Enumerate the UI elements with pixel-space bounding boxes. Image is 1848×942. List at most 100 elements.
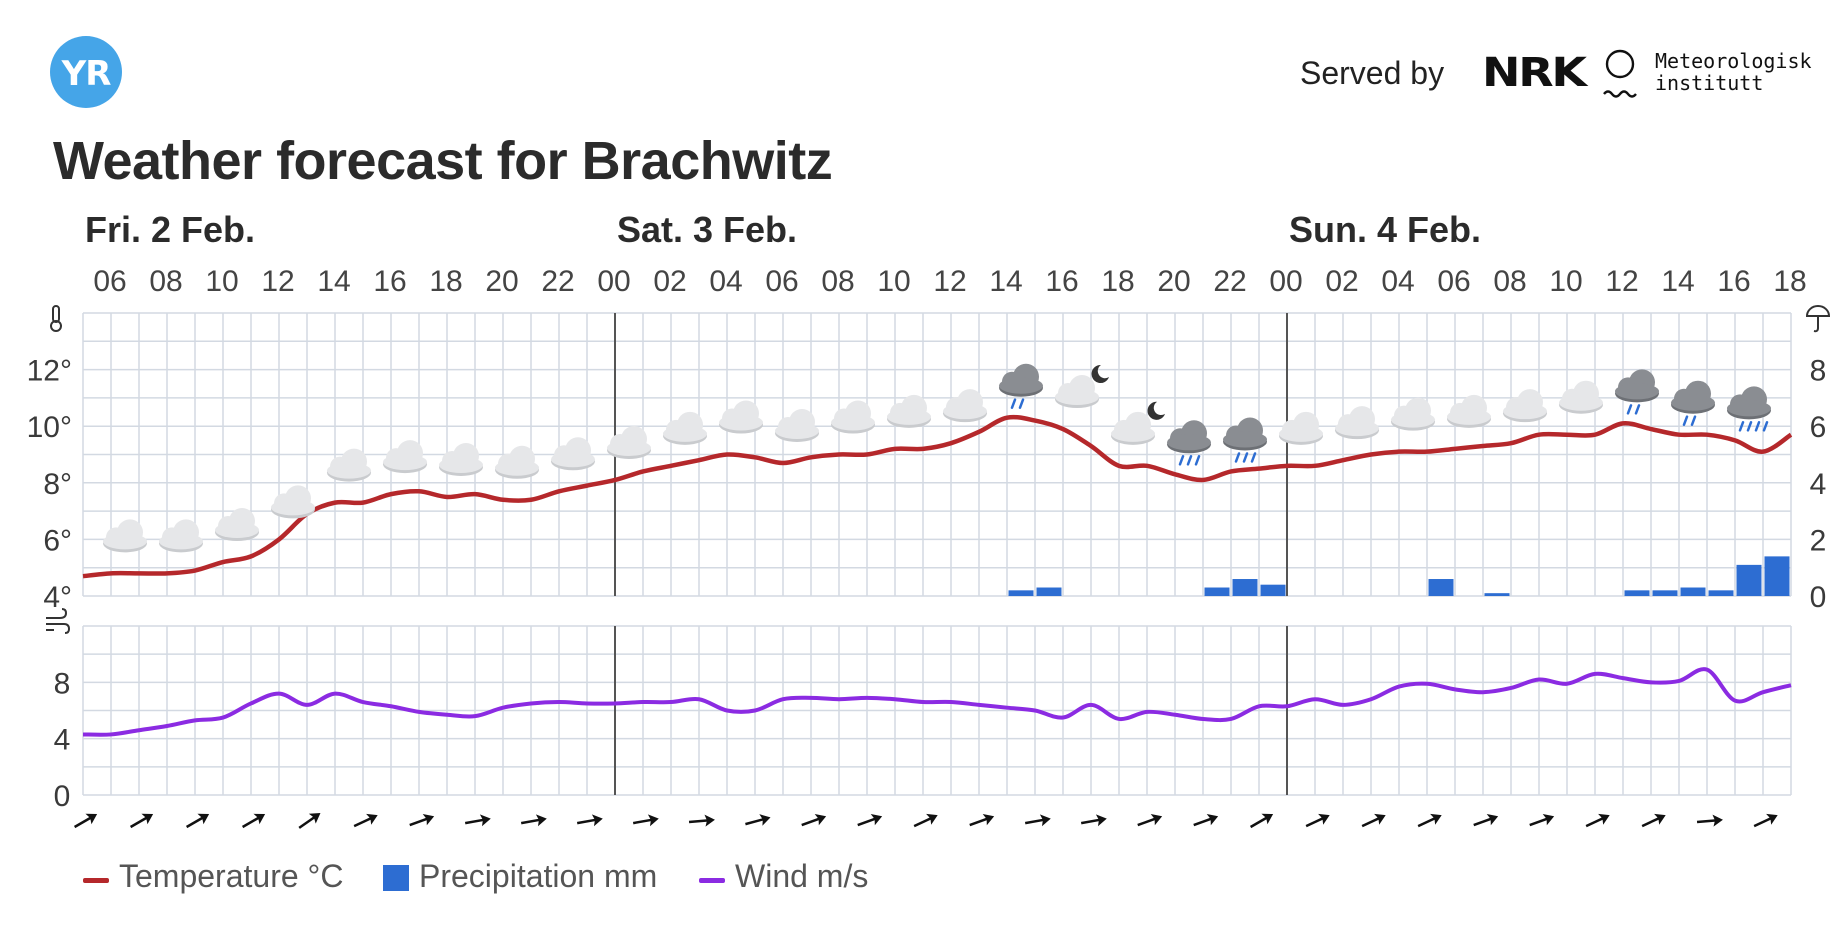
- weather-cloudy-icon: [663, 411, 707, 445]
- arrow-shaft: [576, 818, 599, 825]
- hour-tick-label: 12: [261, 265, 294, 298]
- wind-tick-label: 8: [54, 667, 71, 700]
- arrow-shaft: [73, 815, 94, 829]
- weather-heavy-rain-icon: [1727, 386, 1771, 432]
- umbrella-canopy: [1805, 305, 1831, 317]
- cloud-base: [439, 456, 483, 473]
- wind-direction-arrow-icon: [1753, 813, 1778, 828]
- legend-temperature-swatch: [83, 878, 109, 883]
- arrow-shaft: [409, 816, 430, 827]
- arrow-head: [1095, 814, 1107, 827]
- hour-tick-label: 14: [1661, 265, 1694, 298]
- wind-direction-arrow-icon: [1137, 813, 1163, 827]
- cloud-base: [1727, 400, 1771, 417]
- arrow-shaft: [1641, 816, 1662, 828]
- wind-direction-arrow-icon: [1080, 814, 1107, 827]
- hour-tick-label: 06: [93, 265, 126, 298]
- nrk-logo[interactable]: NRK: [1482, 50, 1587, 96]
- wind-direction-arrow-icon: [1417, 813, 1442, 828]
- arrow-head: [366, 813, 378, 825]
- hour-tick-label: 02: [1325, 265, 1358, 298]
- weather-cloudy-icon: [327, 448, 371, 482]
- cloud-base: [1559, 394, 1603, 411]
- hour-tick-label: 18: [1773, 265, 1806, 298]
- arrow-head: [197, 813, 210, 825]
- weather-cloudy-icon: [943, 389, 987, 423]
- arrow-shaft: [185, 815, 206, 829]
- umbrella-handle: [1813, 316, 1819, 333]
- arrow-shaft: [1305, 816, 1326, 828]
- thermometer-stem: [52, 305, 60, 323]
- cloud-base: [271, 499, 315, 516]
- arrow-shaft: [1080, 818, 1103, 825]
- precipitation-bar: [1652, 590, 1678, 596]
- precipitation-bar: [1204, 587, 1230, 596]
- raindrop: [1690, 415, 1697, 426]
- legend-precipitation-label: Precipitation mm: [419, 858, 658, 894]
- arrow-shaft: [1585, 816, 1606, 828]
- hour-tick-label: 16: [1045, 265, 1078, 298]
- weather-cloudy-icon: [775, 408, 819, 442]
- moon-shape: [1091, 365, 1109, 384]
- arrow-head: [1654, 813, 1666, 825]
- precipitation-bar: [1036, 587, 1062, 596]
- temperature-tick-label: 8°: [43, 468, 72, 501]
- arrow-shaft: [1361, 816, 1382, 828]
- hour-tick-label: 08: [821, 265, 854, 298]
- raindrop: [1250, 452, 1257, 463]
- hour-tick-label: 08: [149, 265, 182, 298]
- cloud-base: [1447, 408, 1491, 425]
- arrow-head: [926, 813, 938, 825]
- weather-cloudy-icon: [1447, 394, 1491, 428]
- arrow-shaft: [688, 818, 711, 824]
- weather-cloudy-icon: [103, 519, 147, 553]
- weather-cloudy-icon: [215, 508, 259, 542]
- weather-cloudy-icon: [1279, 411, 1323, 445]
- cloud-base: [1335, 420, 1379, 437]
- arrow-shaft: [1473, 816, 1494, 827]
- arrow-head: [870, 813, 883, 826]
- yr-logo-text: YR: [61, 54, 112, 94]
- grid-lines: [82, 312, 1792, 796]
- yr-logo[interactable]: YR: [50, 36, 122, 108]
- wind-direction-arrow-icon: [1305, 813, 1330, 828]
- arrow-shaft: [520, 818, 543, 825]
- wind-direction-arrow-icon: [1361, 813, 1386, 828]
- wind-direction-arrow-icon: [1696, 814, 1723, 827]
- cloud-base: [103, 533, 147, 550]
- hour-tick-label: 10: [877, 265, 910, 298]
- arrow-shaft: [801, 816, 822, 827]
- wind-icon-line: [46, 608, 68, 619]
- cloud-base: [495, 459, 539, 476]
- precipitation-tick-label: 4: [1810, 468, 1827, 501]
- hour-tick-label: 00: [597, 265, 630, 298]
- arrow-shaft: [857, 816, 878, 827]
- cloud-base: [1671, 394, 1715, 411]
- arrow-head: [1150, 813, 1163, 826]
- weather-cloudy-icon: [887, 394, 931, 428]
- wind-direction-arrow-icon: [1473, 813, 1499, 827]
- arrow-head: [1039, 814, 1051, 827]
- cloud-base: [159, 533, 203, 550]
- raindrop: [1194, 455, 1201, 466]
- wind-direction-arrow-icon: [632, 814, 659, 827]
- arrow-shaft: [1753, 816, 1774, 828]
- wind-direction-arrow-icon: [73, 813, 98, 829]
- arrow-head: [1486, 813, 1499, 826]
- arrow-head: [1542, 813, 1555, 826]
- precipitation-tick-label: 8: [1810, 355, 1827, 388]
- weather-cloudy-icon: [159, 519, 203, 553]
- wind-direction-arrow-icon: [353, 813, 378, 828]
- met-institute-logo[interactable]: Meteorologisk institutt: [1655, 50, 1812, 94]
- raindrop: [1234, 452, 1241, 463]
- raindrop: [1018, 398, 1025, 409]
- cloud-base: [327, 462, 371, 479]
- weather-cloudy-icon: [1559, 380, 1603, 414]
- raindrop: [1754, 421, 1761, 432]
- arrow-head: [982, 813, 995, 826]
- arrow-shaft: [1529, 816, 1550, 827]
- hour-tick-label: 20: [485, 265, 518, 298]
- cloud-base: [1391, 411, 1435, 428]
- weather-light-rain-icon: [1615, 369, 1659, 415]
- arrow-head: [422, 813, 435, 826]
